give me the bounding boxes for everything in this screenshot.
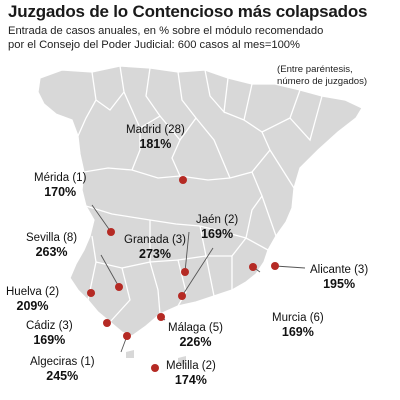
region-borders [77,65,323,323]
subtitle-line-1: Entrada de casos anuales, en % sobre el … [8,25,324,37]
label-jaen: Jaén (2) 169% [196,214,238,242]
city-percent: 169% [33,333,66,347]
label-merida: Mérida (1) 170% [34,172,86,200]
city-name: Sevilla (8) [26,232,78,244]
city-percent: 226% [179,335,212,349]
marker-malaga [157,313,165,321]
city-name: Málaga (5) [168,322,223,334]
label-madrid: Madrid (28) 181% [126,124,185,152]
subtitle-line-2: por el Consejo del Poder Judicial: 600 c… [8,39,300,51]
label-murcia: Murcia (6) 169% [272,312,324,340]
legend-note: (Entre paréntesis, número de juzgados) [277,64,367,88]
label-algeciras: Algeciras (1) 245% [30,356,95,384]
marker-huelva [87,289,95,297]
city-name: Mérida (1) [34,172,87,184]
city-name: Cádiz (3) [26,320,73,332]
city-percent: 169% [201,227,234,241]
label-cadiz: Cádiz (3) 169% [26,320,73,348]
city-percent: 195% [323,277,356,291]
marker-madrid [179,176,187,184]
city-percent: 263% [35,245,68,259]
peninsula [26,65,363,364]
city-percent: 174% [174,373,207,387]
portugal-area [26,78,94,278]
marker-melilla [151,364,159,372]
ceuta-shape [126,350,134,358]
city-percent: 169% [281,325,314,339]
melilla-shape [178,356,186,364]
subtitle: Entrada de casos anuales, en % sobre el … [8,24,388,52]
city-markers [87,176,279,372]
city-name: Alicante (3) [310,264,369,276]
marker-alicante [271,262,279,270]
marker-murcia [249,263,257,271]
city-name: Jaén (2) [196,214,239,226]
label-sevilla: Sevilla (8) 263% [26,232,77,260]
note-line-1: (Entre paréntesis, [277,64,353,75]
city-name: Murcia (6) [272,312,324,324]
city-name: Melilla (2) [166,360,216,372]
label-melilla: Melilla (2) 174% [166,360,216,388]
city-name: Granada (3) [124,234,187,246]
note-line-2: número de juzgados) [277,76,368,87]
marker-algeciras [123,332,131,340]
city-name: Algeciras (1) [30,356,95,368]
city-percent: 170% [44,185,77,199]
label-malaga: Málaga (5) 226% [168,322,223,350]
city-percent: 181% [139,137,172,151]
city-percent: 245% [46,369,79,383]
city-percent: 209% [16,299,49,313]
marker-cadiz [103,319,111,327]
marker-granada [178,292,186,300]
city-percent: 273% [139,247,171,261]
marker-sevilla [115,283,123,291]
city-name: Huelva (2) [6,286,60,298]
label-granada: Granada (3) 273% [124,234,186,262]
marker-jaen [181,268,189,276]
label-huelva: Huelva (2) 209% [6,286,59,314]
page-title: Juzgados de lo Contencioso más colapsado… [8,2,368,21]
marker-merida [107,228,115,236]
label-alicante: Alicante (3) 195% [310,264,368,292]
spain-mainland [37,65,363,337]
city-name: Madrid (28) [126,124,185,136]
